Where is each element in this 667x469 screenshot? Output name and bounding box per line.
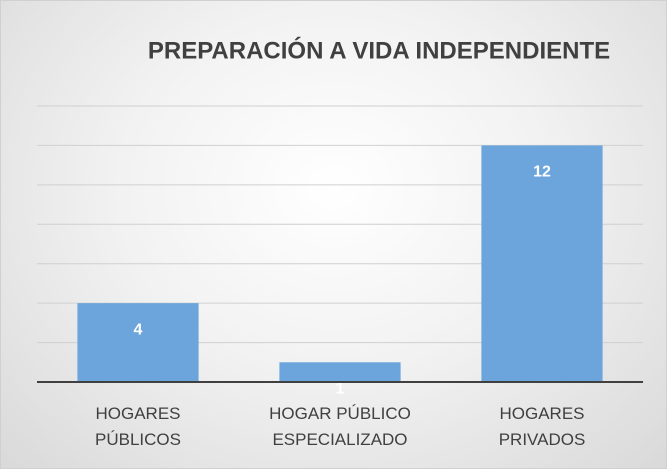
x-tick-label: HOGARES PRIVADOS [498,404,586,449]
data-label: 1 [336,381,345,398]
x-tick-label: HOGAR PÚBLICO ESPECIALIZADO [269,404,411,449]
bar [77,303,199,382]
data-label: 4 [134,321,143,338]
x-tick-label: HOGARES PÚBLICOS [95,404,181,449]
data-label: 12 [533,164,551,181]
bar [481,145,603,382]
bar [279,362,401,382]
chart-title: PREPARACIÓN A VIDA INDEPENDIENTE [148,36,610,64]
